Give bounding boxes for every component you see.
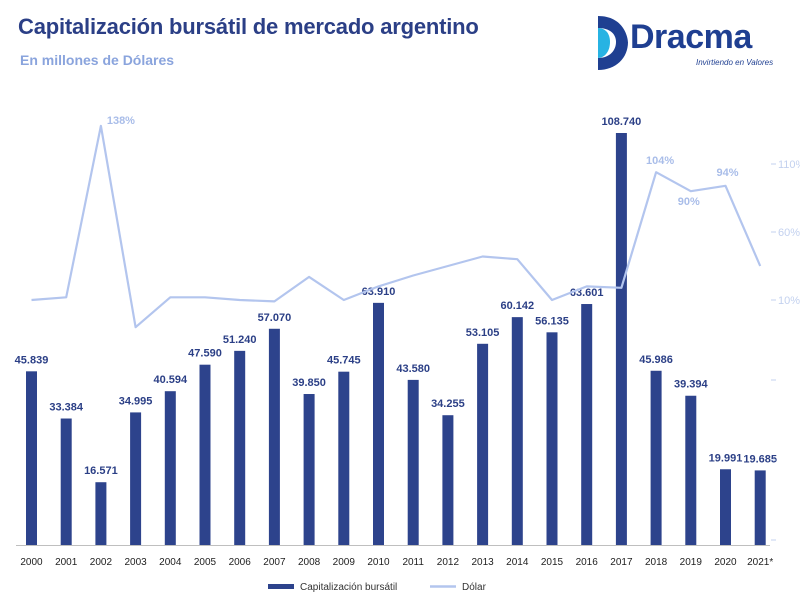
bar-2017 [615,133,627,545]
bar-label-2001: 33.384 [49,402,84,414]
bar-2012 [442,415,454,545]
chart-title: Capitalización bursátil de mercado argen… [18,14,479,39]
bar-label-2004: 40.594 [153,374,188,386]
bar-label-2016: 63.601 [570,287,604,299]
bar-label-2011: 43.580 [396,363,430,375]
right-tick-label-2: 10% [778,295,800,307]
bar-label-2007: 57.070 [258,312,292,324]
bar-label-2015: 56.135 [535,315,569,327]
bar-2001 [60,418,72,545]
logo-name: Dracma [630,18,752,56]
x-tick-2001: 2001 [55,557,78,568]
right-tick-label-1: 60% [778,227,800,239]
x-tick-2015: 2015 [541,557,564,568]
x-tick-2021*: 2021* [747,557,773,568]
dolar-label-2002: 138% [107,115,135,127]
bar-2002 [95,482,107,545]
x-tick-2017: 2017 [610,557,633,568]
bar-label-2021*: 19.685 [743,453,777,465]
x-tick-2006: 2006 [229,557,252,568]
logo-tagline: Invirtiendo en Valores [696,58,774,67]
bar-label-2013: 53.105 [466,327,500,339]
bar-label-2003: 34.995 [119,395,153,407]
bar-2005 [199,364,211,545]
bar-2015 [546,332,558,545]
x-tick-2020: 2020 [714,557,737,568]
bar-2016 [581,304,593,545]
bar-label-2008: 39.850 [292,377,326,389]
bar-label-2019: 39.394 [674,379,709,391]
x-tick-2009: 2009 [333,557,356,568]
bar-2008 [303,394,315,545]
bar-2013 [477,343,489,545]
x-tick-2011: 2011 [402,557,424,568]
bar-2009 [338,371,350,545]
bar-2011 [407,379,419,545]
x-tick-2003: 2003 [124,557,147,568]
bar-label-2020: 19.991 [709,452,743,464]
bar-2020 [720,469,731,545]
x-tick-2019: 2019 [680,557,703,568]
bar-2000 [26,371,37,545]
bar-2010 [373,302,384,545]
bar-label-2012: 34.255 [431,398,465,410]
bar-2004 [164,391,176,545]
x-tick-2013: 2013 [471,557,494,568]
bar-2021* [754,470,766,545]
right-tick-label-0: 110% [778,159,800,171]
bar-2006 [234,350,246,545]
bar-label-2005: 47.590 [188,348,222,360]
bar-label-2002: 16.571 [84,465,118,477]
x-tick-2007: 2007 [263,557,286,568]
x-tick-2004: 2004 [159,557,182,568]
legend-bar-swatch [268,584,294,589]
legend-line-label: Dólar [462,582,487,593]
dracma-logo: Dracma Invirtiendo en Valores [594,12,794,74]
bar-2019 [685,395,697,545]
dolar-label-2020: 94% [716,167,738,179]
bar-label-2017: 108.740 [602,116,642,128]
x-tick-2012: 2012 [437,557,460,568]
dolar-label-2018: 104% [646,155,674,167]
bar-2014 [511,317,523,545]
x-tick-2000: 2000 [20,557,43,568]
x-tick-2010: 2010 [367,557,390,568]
x-tick-2002: 2002 [90,557,113,568]
bar-label-2000: 45.839 [15,354,49,366]
x-tick-2005: 2005 [194,557,217,568]
bar-2003 [130,412,142,545]
bar-label-2009: 45.745 [327,355,361,367]
x-tick-2014: 2014 [506,557,529,568]
legend-bar-label: Capitalización bursátil [300,582,397,593]
bar-label-2018: 45.986 [639,354,673,366]
chart-subtitle: En millones de Dólares [20,52,175,68]
bar-2007 [268,328,280,545]
x-tick-2016: 2016 [576,557,599,568]
dracma-logo-icon [598,16,628,70]
bar-label-2014: 60.142 [500,300,534,312]
dolar-label-2019: 90% [678,196,700,208]
bar-2018 [650,370,662,545]
dolar-line [31,124,762,329]
bar-label-2006: 51.240 [223,334,257,346]
x-tick-2008: 2008 [298,557,321,568]
x-tick-2018: 2018 [645,557,668,568]
